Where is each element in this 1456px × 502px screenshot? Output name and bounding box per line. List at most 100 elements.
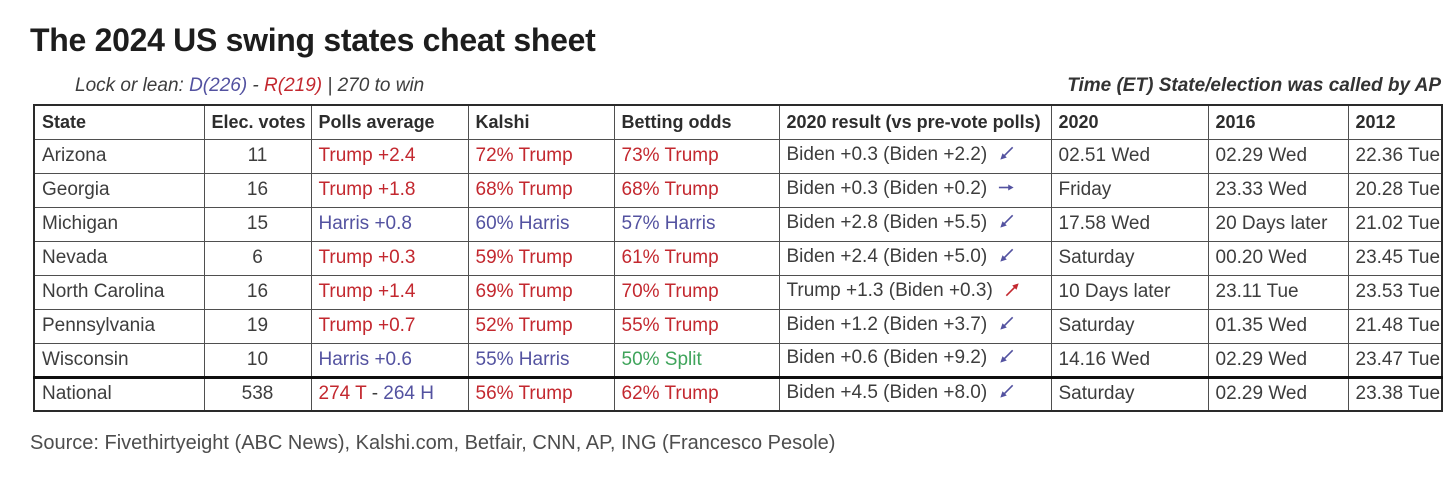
cell-text: Trump +1.8 <box>318 179 416 200</box>
cell-text: 6 <box>252 247 263 268</box>
cell-called_2020: 02.51 Wed <box>1050 138 1209 174</box>
cell-kalshi: 60% Harris <box>467 206 615 242</box>
cell-kalshi: 59% Trump <box>467 240 615 276</box>
cell-state: North Carolina <box>33 274 205 310</box>
cell-text: 20.28 Tue <box>1355 179 1441 200</box>
cell-text: Trump +2.4 <box>318 145 416 166</box>
cell-called_2016: 01.35 Wed <box>1207 308 1349 344</box>
trend-arrow-icon <box>997 246 1016 271</box>
cell-betting_odds: 55% Trump <box>613 308 780 344</box>
cell-polls_avg: 274 T - 264 H <box>310 375 469 412</box>
cell-called_2016: 23.33 Wed <box>1207 172 1349 208</box>
cell-result_2020: Biden +2.8 (Biden +5.5) <box>778 206 1052 242</box>
cell-text: Saturday <box>1058 383 1135 405</box>
cell-text: Biden +2.4 (Biden +5.0) <box>786 245 988 267</box>
cell-called_2016: 02.29 Wed <box>1207 138 1349 174</box>
source-line: Source: Fivethirtyeight (ABC News), Kals… <box>30 432 836 454</box>
cell-text: 23.45 Tue <box>1355 247 1441 268</box>
cell-called_2020: 14.16 Wed <box>1050 342 1209 378</box>
cell-elec_votes: 16 <box>203 172 312 208</box>
trend-arrow-icon <box>997 144 1016 169</box>
table-row: Georgia 16 Trump +1.8 68% Trump 68% Trump Bid… <box>33 172 1443 208</box>
cell-called_2012: 21.02 Tue <box>1347 206 1443 242</box>
cell-text: 11 <box>247 145 268 166</box>
table-row: Arizona 11 Trump +2.4 72% Trump 73% Trump Bid… <box>33 138 1443 174</box>
subheader-row: Lock or lean: D(226) - R(219) | 270 to w… <box>33 75 1441 97</box>
cell-text: 68% Trump <box>621 179 719 200</box>
lock-or-lean-label: Lock or lean: <box>75 75 190 96</box>
column-header-called_2020: 2020 <box>1050 104 1209 140</box>
cell-text: 02.29 Wed <box>1215 383 1308 405</box>
cell-called_2016: 00.20 Wed <box>1207 240 1349 276</box>
cell-kalshi: 72% Trump <box>467 138 615 174</box>
trend-arrow-icon <box>997 314 1016 339</box>
cell-text: Trump +1.3 (Biden +0.3) <box>786 279 993 301</box>
table-row: Michigan 15 Harris +0.8 60% Harris 57% Harri… <box>33 206 1443 242</box>
cell-text: 50% Split <box>621 348 702 370</box>
cell-called_2020: Saturday <box>1050 240 1209 276</box>
cell-text: 23.53 Tue <box>1355 281 1441 302</box>
cell-text: 02.51 Wed <box>1058 145 1151 166</box>
cell-state: Arizona <box>33 138 205 174</box>
cell-state: Pennsylvania <box>33 308 205 344</box>
dem-electoral-count: D(226) <box>189 75 248 96</box>
cell-text: Trump +0.7 <box>318 315 416 336</box>
cell-text: 69% Trump <box>475 281 573 302</box>
cell-text: Arizona <box>42 145 107 166</box>
cell-called_2016: 02.29 Wed <box>1207 342 1349 378</box>
cell-kalshi: 52% Trump <box>467 308 615 344</box>
cell-elec_votes: 538 <box>203 375 312 412</box>
cell-text: Biden +0.3 (Biden +2.2) <box>786 143 988 165</box>
cell-text: Trump +0.3 <box>318 247 416 268</box>
cell-text: 59% Trump <box>475 247 573 268</box>
table-row: Nevada 6 Trump +0.3 59% Trump 61% Trump Biden… <box>33 240 1443 276</box>
column-header-called_2012: 2012 <box>1347 104 1443 140</box>
cell-text: 274 T <box>318 383 372 405</box>
cell-text: 73% Trump <box>621 145 719 166</box>
cell-text: 56% Trump <box>475 383 573 405</box>
cell-text: Saturday <box>1058 247 1135 268</box>
cell-text: - <box>371 383 384 405</box>
cell-called_2012: 21.48 Tue <box>1347 308 1443 344</box>
cell-elec_votes: 6 <box>203 240 312 276</box>
cell-text: Pennsylvania <box>42 315 156 336</box>
cell-text: Biden +1.2 (Biden +3.7) <box>786 313 988 335</box>
cell-text: Georgia <box>42 179 110 200</box>
cell-text: 57% Harris <box>621 213 716 234</box>
cell-text: 72% Trump <box>475 145 573 166</box>
cell-text: 538 <box>241 383 274 405</box>
lock-or-lean-note: Lock or lean: D(226) - R(219) | 270 to w… <box>33 75 424 97</box>
table-row: Wisconsin 10 Harris +0.6 55% Harris 50% Spli… <box>33 342 1443 378</box>
cell-result_2020: Biden +4.5 (Biden +8.0) <box>778 375 1052 412</box>
table-row: North Carolina 16 Trump +1.4 69% Trump 70% T… <box>33 274 1443 310</box>
cell-called_2012: 22.36 Tue <box>1347 138 1443 174</box>
cell-result_2020: Biden +0.3 (Biden +2.2) <box>778 138 1052 174</box>
column-header-state: State <box>33 104 205 140</box>
ap-call-time-note: Time (ET) State/election was called by A… <box>1067 75 1441 96</box>
cell-state: Georgia <box>33 172 205 208</box>
cell-called_2020: 17.58 Wed <box>1050 206 1209 242</box>
cell-text: 16 <box>246 179 269 200</box>
cell-polls_avg: Harris +0.8 <box>310 206 469 242</box>
cell-text: 23.38 Tue <box>1355 383 1441 405</box>
cell-called_2020: 10 Days later <box>1050 274 1209 310</box>
cell-text: 02.29 Wed <box>1215 145 1308 166</box>
cell-text: Wisconsin <box>42 348 129 370</box>
cell-polls_avg: Trump +2.4 <box>310 138 469 174</box>
cell-elec_votes: 16 <box>203 274 312 310</box>
cell-called_2020: Saturday <box>1050 308 1209 344</box>
rep-electoral-count: R(219) <box>264 75 323 96</box>
cell-result_2020: Biden +0.3 (Biden +0.2) <box>778 172 1052 208</box>
cell-text: Biden +0.6 (Biden +9.2) <box>786 347 988 368</box>
table-row: Pennsylvania 19 Trump +0.7 52% Trump 55% Tru… <box>33 308 1443 344</box>
cell-text: 15 <box>246 213 269 234</box>
cell-state: Michigan <box>33 206 205 242</box>
cell-kalshi: 55% Harris <box>467 342 615 378</box>
cell-kalshi: 68% Trump <box>467 172 615 208</box>
cell-text: Harris +0.8 <box>318 213 412 234</box>
table-body: Arizona 11 Trump +2.4 72% Trump 73% Trump Bid… <box>33 138 1443 412</box>
cell-text: 22.36 Tue <box>1355 145 1441 166</box>
cell-elec_votes: 11 <box>203 138 312 174</box>
trend-arrow-icon <box>997 178 1016 203</box>
cell-text: Harris +0.6 <box>318 348 412 370</box>
